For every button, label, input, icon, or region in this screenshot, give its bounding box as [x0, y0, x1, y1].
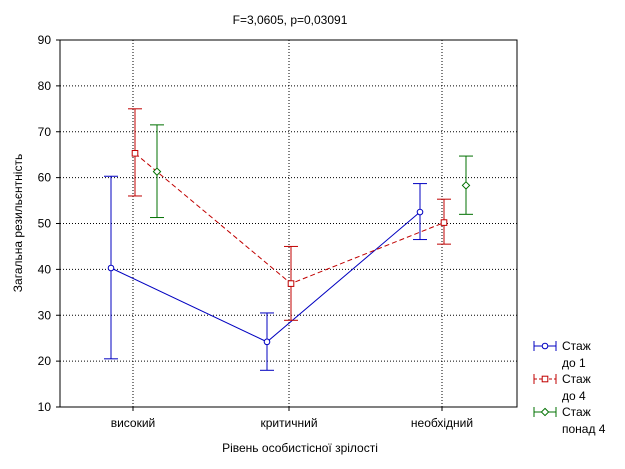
legend-label-1-line-0: Стаж	[562, 372, 591, 386]
series-1-point-0	[131, 150, 139, 157]
series-1-point-2	[440, 219, 448, 226]
legend: Стаж до 1 Стаж до 4 Стаж понад 4	[533, 339, 606, 436]
y-tick-label-1: 20	[38, 354, 52, 368]
series-0	[104, 175, 427, 371]
x-tick-label-2: необхідний	[411, 416, 473, 430]
series-2-point-2	[461, 181, 471, 190]
legend-item-2: Стаж понад 4	[533, 405, 606, 436]
y-tick-label-8: 90	[38, 33, 52, 47]
x-axis: високий критичний необхідний	[111, 407, 473, 430]
series-layer	[104, 108, 473, 371]
legend-label-1-line-1: до 4	[562, 389, 586, 403]
legend-label-0-line-1: до 1	[562, 356, 586, 370]
y-tick-label-3: 40	[38, 262, 52, 276]
y-tick-label-5: 60	[38, 171, 52, 185]
legend-marker-2	[540, 407, 550, 417]
y-axis-title: Загальна резильєнтність	[11, 154, 25, 292]
series-1	[128, 108, 451, 321]
legend-label-0-line-0: Стаж	[562, 339, 591, 353]
y-axis: 10 20 30 40 50 60 70 80 90	[38, 33, 60, 414]
series-2-point-0	[152, 167, 162, 176]
y-tick-label-6: 70	[38, 125, 52, 139]
x-axis-title: Рівень особистісної зрілості	[222, 441, 378, 455]
y-tick-label-2: 30	[38, 308, 52, 322]
legend-label-2-line-1: понад 4	[562, 422, 606, 436]
y-tick-label-4: 50	[38, 217, 52, 231]
y-tick-label-7: 80	[38, 79, 52, 93]
chart-title: F=3,0605, p=0,03091	[233, 13, 348, 27]
x-tick-label-0: високий	[111, 416, 156, 430]
legend-label-2-line-0: Стаж	[562, 405, 591, 419]
legend-marker-0	[541, 342, 549, 350]
series-0-point-1	[263, 338, 271, 346]
x-tick-label-1: критичний	[260, 416, 317, 430]
series-1-point-1	[287, 280, 295, 287]
series-0-point-0	[107, 264, 115, 272]
legend-marker-1	[541, 375, 549, 383]
legend-item-1: Стаж до 4	[533, 372, 591, 403]
series-0-point-2	[416, 208, 424, 216]
y-tick-label-0: 10	[38, 400, 52, 414]
series-2	[150, 124, 473, 219]
legend-item-0: Стаж до 1	[533, 339, 591, 370]
